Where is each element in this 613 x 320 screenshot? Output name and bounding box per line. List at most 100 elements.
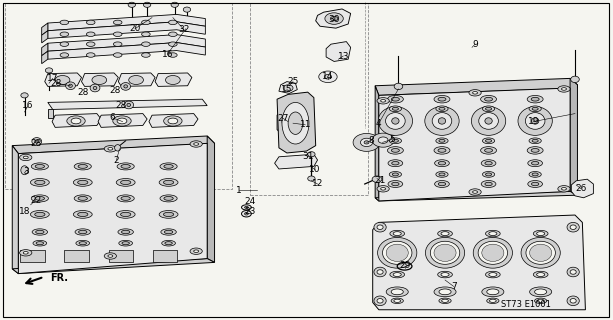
Ellipse shape [381,100,386,102]
Ellipse shape [386,287,408,297]
Polygon shape [326,42,351,61]
Ellipse shape [473,237,512,268]
Ellipse shape [436,138,448,144]
Ellipse shape [532,108,538,110]
Polygon shape [149,114,198,127]
Ellipse shape [31,211,49,218]
Text: 2: 2 [113,156,120,164]
Ellipse shape [78,180,88,185]
Ellipse shape [478,241,508,264]
Polygon shape [48,14,205,31]
Ellipse shape [438,162,446,165]
Ellipse shape [364,141,369,144]
Ellipse shape [484,97,493,101]
Polygon shape [12,136,215,154]
Ellipse shape [159,211,178,218]
Ellipse shape [432,113,452,129]
Ellipse shape [481,147,497,154]
Polygon shape [373,215,585,310]
Ellipse shape [372,176,382,182]
Ellipse shape [169,32,177,36]
Ellipse shape [325,13,343,24]
Ellipse shape [528,180,543,188]
Ellipse shape [143,2,151,7]
Text: 3: 3 [23,167,29,176]
Ellipse shape [169,53,177,57]
Ellipse shape [115,145,121,151]
Ellipse shape [527,147,543,154]
Bar [153,250,177,262]
Ellipse shape [168,118,178,124]
Ellipse shape [164,230,173,234]
Ellipse shape [23,252,28,254]
Ellipse shape [533,271,548,278]
Ellipse shape [489,273,497,276]
Ellipse shape [93,86,97,90]
Ellipse shape [387,147,403,154]
Polygon shape [375,78,577,95]
Ellipse shape [434,147,450,154]
Ellipse shape [60,32,69,36]
Ellipse shape [386,244,408,261]
Ellipse shape [393,232,402,236]
Ellipse shape [436,106,448,112]
Ellipse shape [35,180,45,185]
Ellipse shape [20,154,32,161]
Text: ST73 E1001: ST73 E1001 [501,300,551,309]
Polygon shape [375,86,379,201]
Ellipse shape [119,240,132,246]
Ellipse shape [377,225,383,229]
Ellipse shape [78,230,87,234]
Text: 19: 19 [528,117,539,126]
Ellipse shape [485,108,492,110]
Ellipse shape [21,93,28,98]
Ellipse shape [392,182,399,186]
Ellipse shape [164,196,173,200]
Ellipse shape [86,42,95,46]
Ellipse shape [90,84,100,92]
Ellipse shape [378,237,417,268]
Ellipse shape [324,75,332,79]
Ellipse shape [528,160,543,167]
Ellipse shape [394,83,403,90]
Ellipse shape [439,108,445,110]
Text: 27: 27 [278,114,289,123]
Ellipse shape [521,237,560,268]
Bar [20,250,45,262]
Ellipse shape [171,2,178,7]
Ellipse shape [389,106,402,112]
Ellipse shape [389,172,402,177]
Ellipse shape [66,82,75,90]
Polygon shape [45,73,82,86]
Ellipse shape [165,242,172,245]
Ellipse shape [390,230,405,237]
Ellipse shape [482,172,495,177]
Text: 32: 32 [178,25,189,34]
Ellipse shape [529,172,541,177]
Ellipse shape [537,299,544,302]
Ellipse shape [129,76,143,84]
Ellipse shape [21,166,28,175]
Ellipse shape [164,116,182,126]
Ellipse shape [45,68,53,73]
Ellipse shape [283,85,293,91]
Ellipse shape [124,101,134,109]
Polygon shape [279,82,297,93]
Ellipse shape [570,225,576,229]
Ellipse shape [372,133,394,147]
Ellipse shape [438,148,446,152]
Ellipse shape [86,20,95,25]
Ellipse shape [160,163,177,170]
Ellipse shape [527,95,543,103]
Ellipse shape [374,222,386,232]
Text: 12: 12 [312,180,323,188]
Polygon shape [207,136,215,262]
Text: 25: 25 [287,77,299,86]
Ellipse shape [190,141,202,147]
Ellipse shape [374,267,386,277]
Ellipse shape [533,230,548,237]
Ellipse shape [113,53,122,57]
Text: 10: 10 [310,165,321,174]
Ellipse shape [531,182,539,186]
Ellipse shape [142,53,150,57]
